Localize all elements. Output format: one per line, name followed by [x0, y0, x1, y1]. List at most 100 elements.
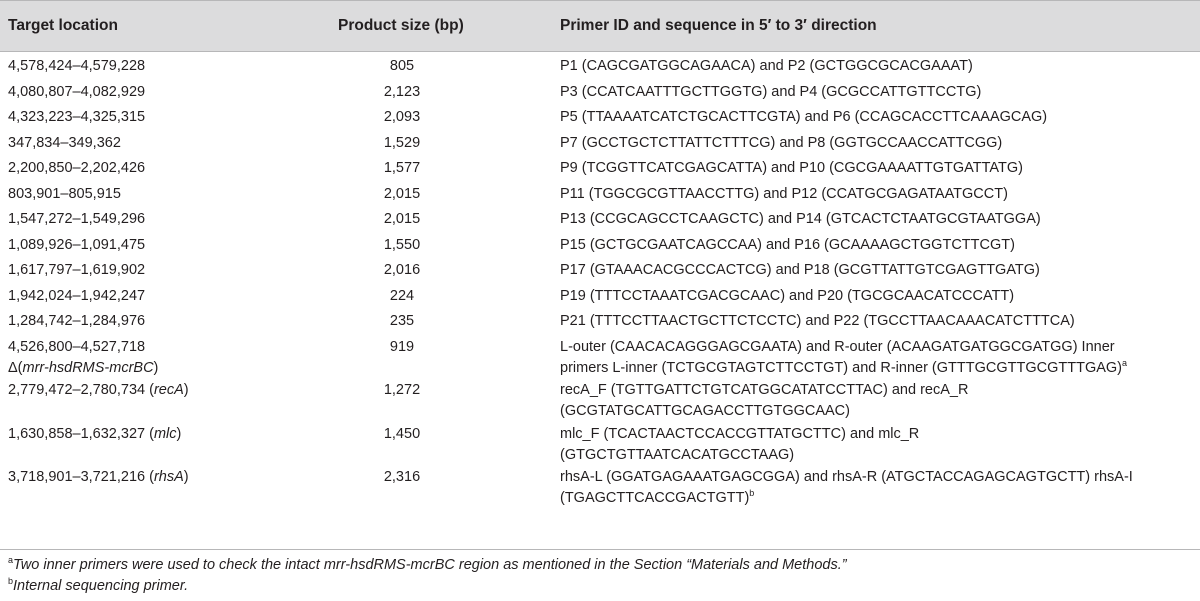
target-gene: recA: [153, 382, 184, 398]
target-coordinates: 1,617,797–1,619,902: [8, 262, 146, 278]
cell-product-size: 1,577: [383, 160, 421, 176]
table-bottom-rule: [0, 549, 1200, 550]
cell-product-size: 2,093: [383, 109, 421, 125]
cell-product-size: 2,015: [383, 211, 421, 227]
cell-target-location: 4,080,807–4,082,929: [8, 82, 318, 103]
primer-text-line1: L-outer (CAACACAGGGAGCGAATA) and R-outer…: [560, 338, 1115, 355]
primer-text-line2: primers L-inner (TCTGCGTAGTCTTCCTGT) and…: [560, 359, 1123, 376]
table-row: 2,200,850–2,202,426 1,577 P9 (TCGGTTCATCGA…: [0, 154, 1200, 180]
cell-product-size: 224: [389, 287, 415, 304]
footnote-b: bInternal sequencing primer.: [8, 576, 189, 594]
table-top-rule: [0, 0, 1200, 1]
target-coordinates: 803,901–805,915: [8, 185, 121, 202]
target-coordinates: 2,200,850–2,202,426: [8, 160, 146, 176]
table-header: Target location Product size (bp) Primer…: [0, 0, 1200, 52]
cell-primer: P1 (CAGCGATGGCAGAACA) and P2 (GCTGGCGCAC…: [560, 56, 1195, 77]
target-coordinates: 1,547,272–1,549,296: [8, 211, 146, 227]
target-coordinates: 1,089,926–1,091,475: [8, 236, 146, 253]
target-gene: rhsA: [153, 469, 184, 485]
table-row: 4,578,424–4,579,228 805 P1 (CAGCGATGGCAGAA…: [0, 52, 1200, 78]
cell-product-size: 2,123: [383, 83, 421, 100]
cell-product-size: 2,015: [383, 185, 421, 202]
primer-text: P7 (GCCTGCTCTTATTCTTTCG) and P8 (GGTGCCA…: [560, 134, 1003, 151]
table-row: 2,779,472–2,780,734 (recA) 1,272 recA_F (T…: [0, 376, 1200, 420]
footnote-mark: a: [1122, 357, 1128, 368]
cell-target-location: 1,617,797–1,619,902: [8, 260, 318, 281]
cell-primer: L-outer (CAACACAGGGAGCGAATA) and R-outer…: [560, 337, 1195, 379]
cell-target-location: 1,284,742–1,284,976: [8, 311, 318, 332]
cell-target-location: 1,547,272–1,549,296: [8, 209, 318, 230]
primer-text: P17 (GTAAACACGCCCACTCG) and P18 (GCGTTAT…: [560, 262, 1040, 278]
primer-text: P3 (CCATCAATTTGCTTGGTG) and P4 (GCGCCATT…: [560, 83, 982, 100]
cell-primer: P13 (CCGCAGCCTCAAGCTC) and P14 (GTCACTCT…: [560, 209, 1195, 230]
primer-text: P5 (TTAAAATCATCTGCACTTCGTA) and P6 (CCAG…: [560, 109, 1048, 125]
target-coordinates: 2,779,472–2,780,734: [8, 382, 146, 398]
cell-product-size: 2,316: [383, 469, 421, 485]
target-coordinates: 4,323,223–4,325,315: [8, 109, 146, 125]
cell-primer: recA_F (TGTTGATTCTGTCATGGCATATCCTTAC) an…: [560, 380, 1195, 422]
primer-text-line1: rhsA-L (GGATGAGAAATGAGCGGA) and rhsA-R (…: [560, 469, 1133, 485]
cell-primer: P7 (GCCTGCTCTTATTCTTTCG) and P8 (GGTGCCA…: [560, 133, 1195, 154]
cell-primer: mlc_F (TCACTAACTCCACCGTTATGCTTC) and mlc…: [560, 424, 1195, 466]
table-row: 347,834–349,362 1,529 P7 (GCCTGCTCTTATTCTT…: [0, 129, 1200, 155]
target-coordinates: 4,578,424–4,579,228: [8, 58, 146, 74]
cell-primer: P5 (TTAAAATCATCTGCACTTCGTA) and P6 (CCAG…: [560, 107, 1195, 128]
table-row: 803,901–805,915 2,015 P11 (TGGCGCGTTAACCTT…: [0, 180, 1200, 206]
header-rule: [0, 51, 1200, 52]
cell-primer: P3 (CCATCAATTTGCTTGGTG) and P4 (GCGCCATT…: [560, 82, 1195, 103]
target-coordinates: 3,718,901–3,721,216: [8, 469, 146, 485]
target-coordinates: 1,284,742–1,284,976: [8, 313, 146, 329]
cell-primer: P11 (TGGCGCGTTAACCTTG) and P12 (CCATGCGA…: [560, 184, 1195, 205]
cell-product-size: 1,272: [383, 382, 421, 398]
cell-primer: P15 (GCTGCGAATCAGCCAA) and P16 (GCAAAAGC…: [560, 235, 1195, 256]
cell-target-location: 2,200,850–2,202,426: [8, 158, 318, 179]
table-row: 1,089,926–1,091,475 1,550 P15 (GCTGCGAATCA…: [0, 231, 1200, 257]
cell-target-location: 1,942,024–1,942,247: [8, 286, 318, 307]
cell-primer: P21 (TTTCCTTAACTGCTTCTCCTC) and P22 (TGC…: [560, 311, 1195, 332]
cell-target-location: 1,089,926–1,091,475: [8, 235, 318, 256]
table-row: 1,630,858–1,632,327 (mlc) 1,450 mlc_F (TCA…: [0, 420, 1200, 464]
primer-text-line2: (TGAGCTTCACCGACTGTT): [560, 490, 750, 506]
target-gene: mrr-hsdRMS-mcrBC: [22, 359, 154, 376]
primer-text: P13 (CCGCAGCCTCAAGCTC) and P14 (GTCACTCT…: [560, 211, 1041, 227]
primer-text: P1 (CAGCGATGGCAGAACA) and P2 (GCTGGCGCAC…: [560, 58, 973, 74]
target-coordinates: 4,080,807–4,082,929: [8, 83, 146, 100]
table-row: 1,617,797–1,619,902 2,016 P17 (GTAAACACGCC…: [0, 256, 1200, 282]
header-product-size: Product size (bp): [338, 17, 464, 34]
primer-text: P21 (TTTCCTTAACTGCTTCTCCTC) and P22 (TGC…: [560, 313, 1075, 329]
primer-text: P11 (TGGCGCGTTAACCTTG) and P12 (CCATGCGA…: [560, 185, 1008, 202]
cell-primer: P17 (GTAAACACGCCCACTCG) and P18 (GCGTTAT…: [560, 260, 1195, 281]
target-coordinates: 347,834–349,362: [8, 134, 121, 151]
primer-text-line2: (GCGTATGCATTGCAGACCTTGTGGCAAC): [560, 403, 850, 419]
cell-primer: P9 (TCGGTTCATCGAGCATTA) and P10 (CGCGAAA…: [560, 158, 1195, 179]
cell-product-size: 1,529: [383, 134, 421, 151]
cell-product-size: 919: [389, 338, 415, 355]
table-row: 1,284,742–1,284,976 235 P21 (TTTCCTTAACTGC…: [0, 307, 1200, 333]
primer-text-line1: recA_F (TGTTGATTCTGTCATGGCATATCCTTAC) an…: [560, 382, 969, 398]
cell-target-location: 2,779,472–2,780,734 (recA): [8, 382, 189, 398]
cell-target-location: 4,323,223–4,325,315: [8, 107, 318, 128]
cell-target-location: 4,578,424–4,579,228: [8, 56, 318, 77]
cell-primer: P19 (TTTCCTAAATCGACGCAAC) and P20 (TGCGC…: [560, 286, 1195, 307]
table-row: 1,547,272–1,549,296 2,015 P13 (CCGCAGCCTCA…: [0, 205, 1200, 231]
table-row: 3,718,901–3,721,216 (rhsA) 2,316 rhsA-L (G…: [0, 463, 1200, 507]
cell-product-size: 2,016: [383, 262, 421, 278]
primer-text-line2: (GTGCTGTTAATCACATGCCTAAG): [560, 446, 795, 463]
table-row: 1,942,024–1,942,247 224 P19 (TTTCCTAAATCGA…: [0, 282, 1200, 308]
cell-target-location: 1,630,858–1,632,327 (mlc): [8, 425, 182, 442]
cell-primer: rhsA-L (GGATGAGAAATGAGCGGA) and rhsA-R (…: [560, 467, 1195, 509]
target-coordinates: 1,942,024–1,942,247: [8, 287, 146, 304]
cell-product-size: 235: [389, 313, 415, 329]
footnote-mark: b: [749, 488, 755, 499]
header-primer: Primer ID and sequence in 5′ to 3′ direc…: [560, 17, 877, 34]
footnote-a: aTwo inner primers were used to check th…: [8, 555, 847, 573]
cell-target-location: 3,718,901–3,721,216 (rhsA): [8, 469, 189, 485]
table-row: 4,526,800–4,527,718 Δ(mrr-hsdRMS-mcrBC) 91…: [0, 333, 1200, 377]
target-coordinates: 4,526,800–4,527,718: [8, 338, 146, 355]
table-row: 4,323,223–4,325,315 2,093 P5 (TTAAAATCATCT…: [0, 103, 1200, 129]
cell-target-location: 803,901–805,915: [8, 184, 318, 205]
primer-text: P9 (TCGGTTCATCGAGCATTA) and P10 (CGCGAAA…: [560, 160, 1023, 176]
table-row: 4,080,807–4,082,929 2,123 P3 (CCATCAATTTGC…: [0, 78, 1200, 104]
primer-text: P19 (TTTCCTAAATCGACGCAAC) and P20 (TGCGC…: [560, 287, 1015, 304]
target-coordinates: 1,630,858–1,632,327: [8, 425, 146, 442]
